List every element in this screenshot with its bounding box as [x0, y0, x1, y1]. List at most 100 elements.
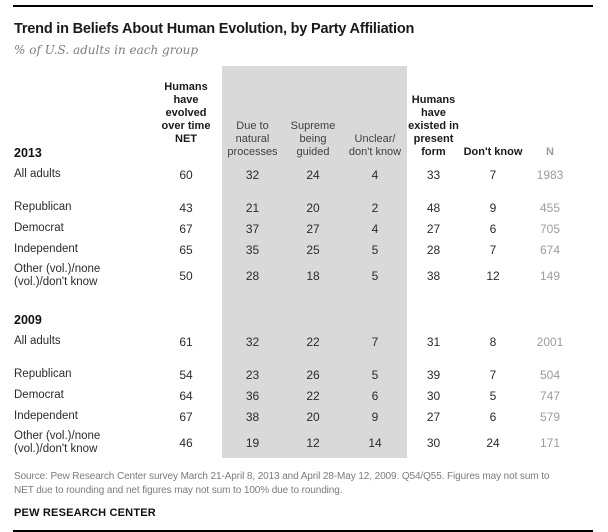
value-cell: 14	[343, 427, 407, 458]
table-row: All adults 61 32 22 7 31 8 2001	[14, 331, 574, 352]
value-cell: 6	[343, 385, 407, 406]
value-cell: 22	[283, 331, 343, 352]
value-cell: 2	[343, 197, 407, 218]
table-row: Democrat 67 37 27 4 27 6 705	[14, 218, 574, 239]
value-cell: 6	[489, 409, 497, 424]
value-cell: 30	[426, 388, 441, 403]
section-year-2013: 2013	[14, 146, 42, 160]
col-header-supreme-being: Supreme being guided	[283, 66, 343, 164]
value-cell: 36	[222, 385, 283, 406]
value-cell: 27	[283, 218, 343, 239]
value-cell: 32	[222, 331, 283, 352]
row-label: Republican	[14, 201, 72, 213]
value-cell: 27	[426, 409, 441, 424]
n-cell: 171	[539, 435, 561, 450]
value-cell: 7	[343, 331, 407, 352]
value-cell: 37	[222, 218, 283, 239]
value-cell: 21	[222, 197, 283, 218]
value-cell: 67	[179, 221, 193, 236]
row-label: Republican	[14, 368, 72, 380]
value-cell: 67	[179, 409, 193, 424]
col-header-dont-know: Don't know	[463, 146, 523, 158]
value-cell: 50	[179, 268, 193, 283]
value-cell: 9	[489, 200, 497, 215]
table-row: Independent 67 38 20 9 27 6 579	[14, 406, 574, 427]
value-cell: 5	[489, 388, 497, 403]
page-subtitle: % of U.S. adults in each group	[14, 43, 199, 57]
value-cell: 33	[426, 167, 441, 182]
table-row: Republican 54 23 26 5 39 7 504	[14, 364, 574, 385]
spacer-row	[14, 352, 574, 364]
row-label: Democrat	[14, 222, 64, 234]
row-label: All adults	[14, 168, 61, 180]
n-cell: 2001	[536, 334, 564, 349]
value-cell: 60	[179, 167, 193, 182]
table-header-row: 2013 Humans have evolved over time NET D…	[14, 66, 574, 164]
n-cell: 747	[539, 388, 561, 403]
pew-research-center-wordmark: PEW RESEARCH CENTER	[14, 507, 156, 519]
value-cell: 30	[426, 435, 441, 450]
value-cell: 24	[486, 435, 500, 450]
row-label: Other (vol.)/none (vol.)/don't know	[14, 262, 101, 288]
value-cell: 64	[179, 388, 193, 403]
value-cell: 9	[343, 406, 407, 427]
value-cell: 5	[343, 239, 407, 260]
value-cell: 7	[489, 242, 497, 257]
col-header-unclear: Unclear/ don't know	[343, 66, 407, 164]
spacer-row	[14, 185, 574, 197]
row-label: Independent	[14, 410, 78, 422]
table-row: Independent 65 35 25 5 28 7 674	[14, 239, 574, 260]
table-row: Other (vol.)/none (vol.)/don't know 50 2…	[14, 260, 574, 291]
value-cell: 28	[426, 242, 441, 257]
row-label: Independent	[14, 243, 78, 255]
value-cell: 27	[426, 221, 441, 236]
value-cell: 5	[343, 364, 407, 385]
value-cell: 39	[426, 367, 441, 382]
evolution-beliefs-table: 2013 Humans have evolved over time NET D…	[14, 66, 574, 458]
table-row: Other (vol.)/none (vol.)/don't know 46 1…	[14, 427, 574, 458]
n-cell: 455	[539, 200, 561, 215]
row-label: All adults	[14, 335, 61, 347]
value-cell: 38	[222, 406, 283, 427]
value-cell: 26	[283, 364, 343, 385]
row-label: Democrat	[14, 389, 64, 401]
value-cell: 12	[283, 427, 343, 458]
col-header-present-form: Humans have existed in present form	[408, 94, 459, 158]
n-cell: 674	[539, 242, 561, 257]
value-cell: 61	[179, 334, 193, 349]
value-cell: 48	[426, 200, 441, 215]
value-cell: 5	[343, 260, 407, 291]
section-year-row: 2009	[14, 305, 574, 331]
value-cell: 54	[179, 367, 193, 382]
n-cell: 1983	[536, 167, 564, 182]
n-cell: 504	[539, 367, 561, 382]
table-row: Democrat 64 36 22 6 30 5 747	[14, 385, 574, 406]
value-cell: 6	[489, 221, 497, 236]
value-cell: 7	[489, 367, 497, 382]
value-cell: 4	[343, 218, 407, 239]
page-title: Trend in Beliefs About Human Evolution, …	[14, 21, 415, 37]
col-header-net: Humans have evolved over time NET	[161, 81, 211, 145]
value-cell: 23	[222, 364, 283, 385]
section-gap-row	[14, 291, 574, 305]
value-cell: 38	[426, 268, 441, 283]
value-cell: 25	[283, 239, 343, 260]
table-row: Republican 43 21 20 2 48 9 455	[14, 197, 574, 218]
value-cell: 24	[283, 164, 343, 185]
value-cell: 20	[283, 197, 343, 218]
value-cell: 19	[222, 427, 283, 458]
value-cell: 35	[222, 239, 283, 260]
value-cell: 31	[426, 334, 441, 349]
section-year-2009: 2009	[14, 313, 42, 327]
value-cell: 65	[179, 242, 193, 257]
n-cell: 705	[539, 221, 561, 236]
col-header-natural-processes: Due to natural processes	[222, 66, 283, 164]
value-cell: 46	[179, 435, 193, 450]
col-header-n: N	[546, 146, 554, 158]
source-note: Source: Pew Research Center survey March…	[14, 471, 550, 496]
table-row: All adults 60 32 24 4 33 7 1983	[14, 164, 574, 185]
value-cell: 18	[283, 260, 343, 291]
value-cell: 7	[489, 167, 497, 182]
value-cell: 22	[283, 385, 343, 406]
value-cell: 12	[486, 268, 500, 283]
